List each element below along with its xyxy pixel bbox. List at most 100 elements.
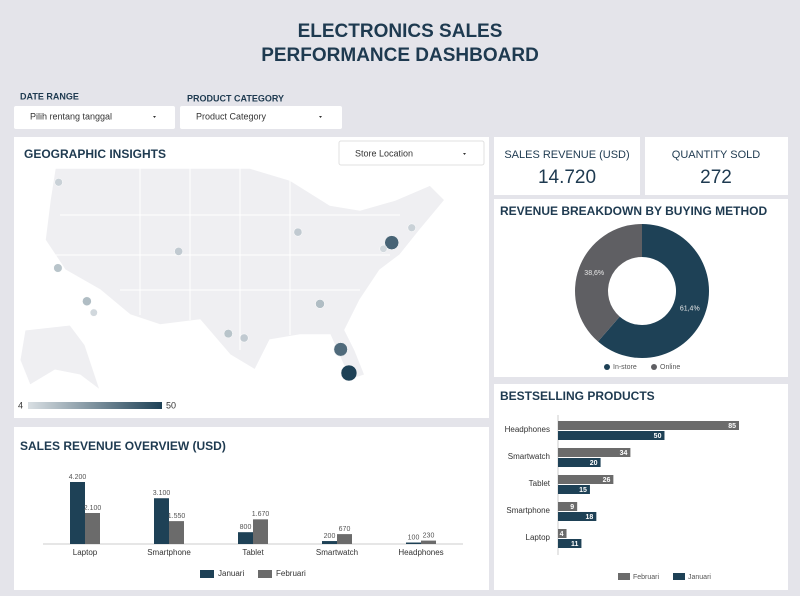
title: PERFORMANCE DASHBOARD — [261, 45, 539, 66]
dropdown-text: Pilih rentang tanggal — [30, 111, 112, 121]
value-label: 100 — [408, 534, 420, 541]
panel-title: REVENUE BREAKDOWN BY BUYING METHOD — [500, 204, 767, 218]
legend-swatch — [200, 570, 214, 578]
dropdown-arrow — [319, 116, 322, 118]
value-label: 230 — [423, 532, 435, 539]
bar — [406, 542, 421, 544]
bar — [421, 540, 436, 544]
y-tick-label: Laptop — [526, 533, 551, 542]
x-tick-label: Tablet — [242, 548, 264, 557]
store-bubble — [174, 247, 183, 256]
us-map — [44, 167, 447, 381]
store-bubble — [223, 329, 233, 339]
bar — [558, 539, 582, 548]
legend-swatch — [618, 573, 630, 580]
bar — [70, 482, 85, 544]
y-tick-label: Tablet — [529, 479, 551, 488]
value-label: 200 — [324, 533, 336, 540]
bar — [322, 541, 337, 544]
value-label: 2.100 — [84, 505, 102, 512]
store-bubble — [340, 364, 358, 382]
store-bubble — [53, 263, 63, 273]
bar — [558, 431, 665, 440]
legend-swatch — [604, 364, 610, 370]
state-borders — [50, 168, 400, 350]
kpi-panel — [645, 137, 788, 195]
value-label: 18 — [586, 514, 594, 521]
panel-title: SALES REVENUE OVERVIEW (USD) — [20, 439, 226, 453]
title: ELECTRONICS SALES — [298, 21, 503, 42]
kpi-panel — [494, 137, 640, 195]
value-label: 3.100 — [153, 490, 171, 497]
value-label: 800 — [240, 524, 252, 531]
y-tick-label: Smartwatch — [508, 452, 550, 461]
dropdown-text: Product Category — [196, 111, 267, 121]
filter-label: DATE RANGE — [20, 91, 79, 101]
legend-swatch — [258, 570, 272, 578]
location-dropdown[interactable] — [338, 140, 485, 166]
x-tick-label: Smartwatch — [316, 548, 358, 557]
legend-label: Januari — [218, 569, 244, 578]
revenue-panel — [14, 427, 489, 590]
store-bubble — [239, 333, 249, 343]
bar — [238, 532, 253, 544]
x-tick-label: Smartphone — [147, 548, 191, 557]
x-tick-label: Laptop — [73, 548, 98, 557]
bar — [558, 475, 614, 484]
store-bubble — [379, 244, 388, 253]
filter-label: PRODUCT CATEGORY — [187, 93, 284, 103]
value-label: 34 — [620, 450, 628, 457]
legend-label: Februari — [633, 574, 660, 581]
store-bubble — [407, 223, 416, 232]
kpi-value: 14.720 — [538, 167, 596, 188]
dropdown-arrow — [463, 153, 466, 155]
value-label: 15 — [579, 487, 587, 494]
bar — [558, 421, 739, 430]
legend-label: In-store — [613, 364, 637, 371]
legend-label: Online — [660, 364, 680, 371]
legend-label: Januari — [688, 574, 711, 581]
panel-title: BESTSELLING PRODUCTS — [500, 389, 655, 403]
bar — [558, 485, 590, 494]
store-bubble — [89, 308, 98, 317]
value-label: 20 — [590, 460, 598, 467]
y-tick-label: Smartphone — [506, 506, 550, 515]
legend-label: Februari — [276, 569, 306, 578]
store-bubble — [82, 296, 92, 306]
bar — [169, 521, 184, 544]
dropdown-text: Store Location — [355, 148, 413, 158]
donut-slice — [598, 224, 710, 358]
bar — [85, 513, 100, 544]
bar — [558, 529, 567, 538]
slice-label: 38,6% — [584, 270, 604, 277]
value-label: 4.200 — [69, 474, 87, 481]
value-label: 670 — [339, 526, 351, 533]
store-bubble — [54, 178, 63, 187]
alaska — [19, 324, 101, 392]
date-dropdown[interactable] — [14, 106, 175, 129]
color-scale — [28, 402, 162, 409]
value-label: 85 — [728, 423, 736, 430]
bar — [558, 512, 597, 521]
kpi-label: QUANTITY SOLD — [672, 149, 760, 161]
value-label: 4 — [560, 531, 564, 538]
legend-swatch — [673, 573, 685, 580]
bar — [558, 448, 631, 457]
store-bubble — [384, 235, 399, 250]
store-bubble — [315, 299, 325, 309]
bar — [154, 498, 169, 544]
bar — [253, 519, 268, 544]
panel-title: GEOGRAPHIC INSIGHTS — [24, 147, 166, 161]
value-label: 11 — [571, 541, 579, 548]
category-dropdown[interactable] — [180, 106, 342, 129]
scale-min: 4 — [18, 400, 23, 410]
x-tick-label: Headphones — [398, 548, 443, 557]
bar — [558, 458, 601, 467]
kpi-value: 272 — [700, 167, 732, 188]
kpi-label: SALES REVENUE (USD) — [504, 149, 629, 161]
value-label: 1.550 — [168, 513, 186, 520]
store-bubble — [293, 227, 303, 237]
bar — [337, 534, 352, 544]
slice-label: 61,4% — [680, 306, 700, 313]
value-label: 26 — [603, 477, 611, 484]
